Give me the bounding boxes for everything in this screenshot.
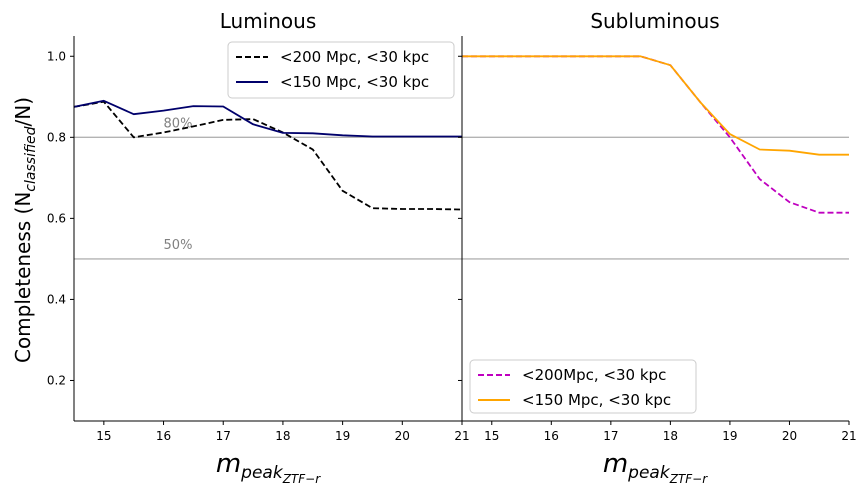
reference-label-50: 50% <box>164 238 193 253</box>
subluminous-title: Subluminous <box>590 9 719 33</box>
luminous-panel: Luminous 80%50%15 16 17 18 19 20 210.20.40.60.… <box>11 9 470 486</box>
y-tick-label: 0.2 <box>47 373 66 387</box>
series-line-0 <box>462 55 849 214</box>
y-tick-label: 0.4 <box>47 292 66 306</box>
y-axis-label: Completeness (Nclassified/N) <box>11 97 39 363</box>
legend-box <box>227 41 455 99</box>
x-tick-label: 15 <box>484 429 499 443</box>
x-tick-label: 21 <box>841 429 856 443</box>
y-tick-label: 1.0 <box>47 49 66 63</box>
series-line-1 <box>462 55 849 156</box>
x-tick-label: 21 <box>454 429 469 443</box>
subluminous-panel: Subluminous 15 16 17 18 19 20 21 <200Mpc, <30 k… <box>458 9 857 486</box>
luminous-x-axis-label: mpeakZTF−r <box>216 449 321 486</box>
legend-box <box>469 359 697 414</box>
legend-label-0: <200Mpc, <30 kpc <box>522 366 666 384</box>
x-tick-label: 16 <box>156 429 171 443</box>
legend-label-0: <200 Mpc, <30 kpc <box>280 48 429 66</box>
legend-label-1: <150 Mpc, <30 kpc <box>280 73 429 91</box>
x-tick-label: 18 <box>275 429 290 443</box>
subluminous-x-axis-label: mpeakZTF−r <box>603 449 708 486</box>
series-line-0 <box>73 100 463 211</box>
x-tick-label: 19 <box>335 429 350 443</box>
subluminous-plot-area: 15 16 17 18 19 20 21 <200Mpc, <30 kpc <150 Mpc, … <box>458 36 857 443</box>
x-tick-label: 20 <box>782 429 797 443</box>
x-tick-label: 17 <box>216 429 231 443</box>
series-line-1 <box>73 99 462 138</box>
legend-label-1: <150 Mpc, <30 kpc <box>522 391 671 409</box>
x-tick-label: 18 <box>663 429 678 443</box>
x-tick-label: 20 <box>395 429 410 443</box>
luminous-title: Luminous <box>220 9 317 33</box>
x-tick-label: 16 <box>544 429 559 443</box>
y-tick-label: 0.8 <box>47 130 66 144</box>
y-tick-label: 0.6 <box>47 211 66 225</box>
x-tick-label: 15 <box>96 429 111 443</box>
luminous-plot-area: 80%50%15 16 17 18 19 20 210.20.40.60.81.0 <200 … <box>47 36 470 443</box>
x-tick-label: 17 <box>603 429 618 443</box>
x-tick-label: 19 <box>722 429 737 443</box>
